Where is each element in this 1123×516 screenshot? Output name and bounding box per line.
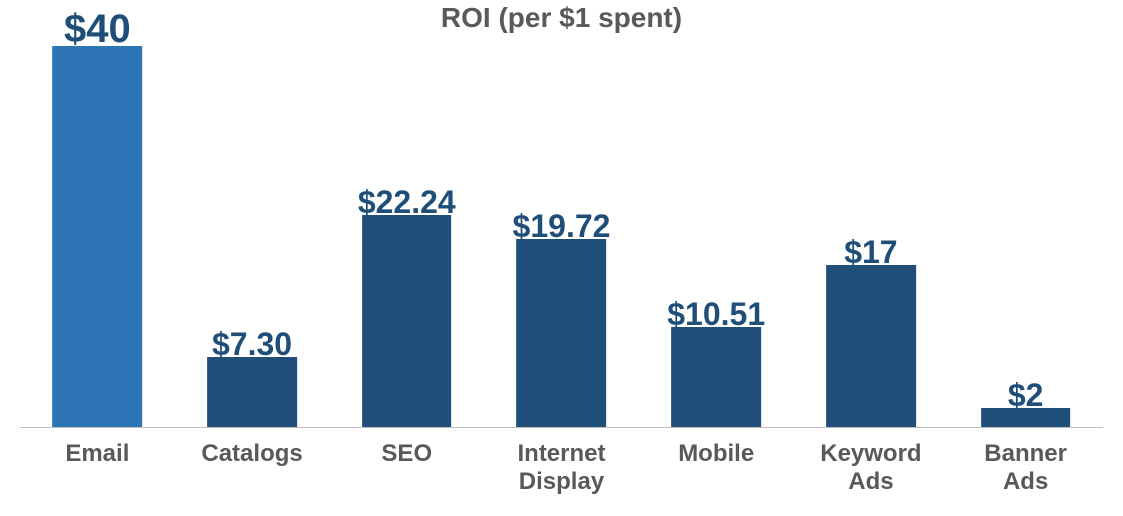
x-axis-label: Email <box>20 440 175 468</box>
bar <box>207 357 297 427</box>
bar-value-label: $22.24 <box>358 184 456 221</box>
bar-value-label: $40 <box>64 7 131 52</box>
x-axis-label: SEO <box>329 440 484 468</box>
bar-slot: $22.24 <box>329 42 484 427</box>
x-axis-label: BannerAds <box>948 440 1103 495</box>
bar-value-label: $2 <box>1008 377 1044 414</box>
bar-value-label: $19.72 <box>513 208 611 245</box>
bar-value-label: $7.30 <box>212 326 292 363</box>
bar-slot: $19.72 <box>484 42 639 427</box>
bar-slot: $17 <box>794 42 949 427</box>
plot-area: $40 $7.30 $22.24 $19.72 $10.51 $17 $2 <box>20 42 1103 428</box>
chart-title: ROI (per $1 spent) <box>0 2 1123 34</box>
bar <box>362 215 452 427</box>
roi-bar-chart: ROI (per $1 spent) $40$7.30$22.24$19.72$… <box>0 0 1123 516</box>
bar <box>52 46 142 427</box>
x-axis-label: KeywordAds <box>794 440 949 495</box>
bar <box>671 327 761 427</box>
x-axis-labels: EmailCatalogsSEOInternetDisplayMobileKey… <box>20 434 1103 510</box>
x-axis-label: Mobile <box>639 440 794 468</box>
x-axis-label: Catalogs <box>175 440 330 468</box>
bar-slot: $10.51 <box>639 42 794 427</box>
bar-value-label: $10.51 <box>667 296 765 333</box>
bar-value-label: $17 <box>844 234 897 271</box>
bar <box>517 239 607 427</box>
bar-slot: $2 <box>948 42 1103 427</box>
bar-slot: $7.30 <box>175 42 330 427</box>
x-axis-label: InternetDisplay <box>484 440 639 495</box>
bar <box>826 265 916 427</box>
bar-slot: $40 <box>20 42 175 427</box>
